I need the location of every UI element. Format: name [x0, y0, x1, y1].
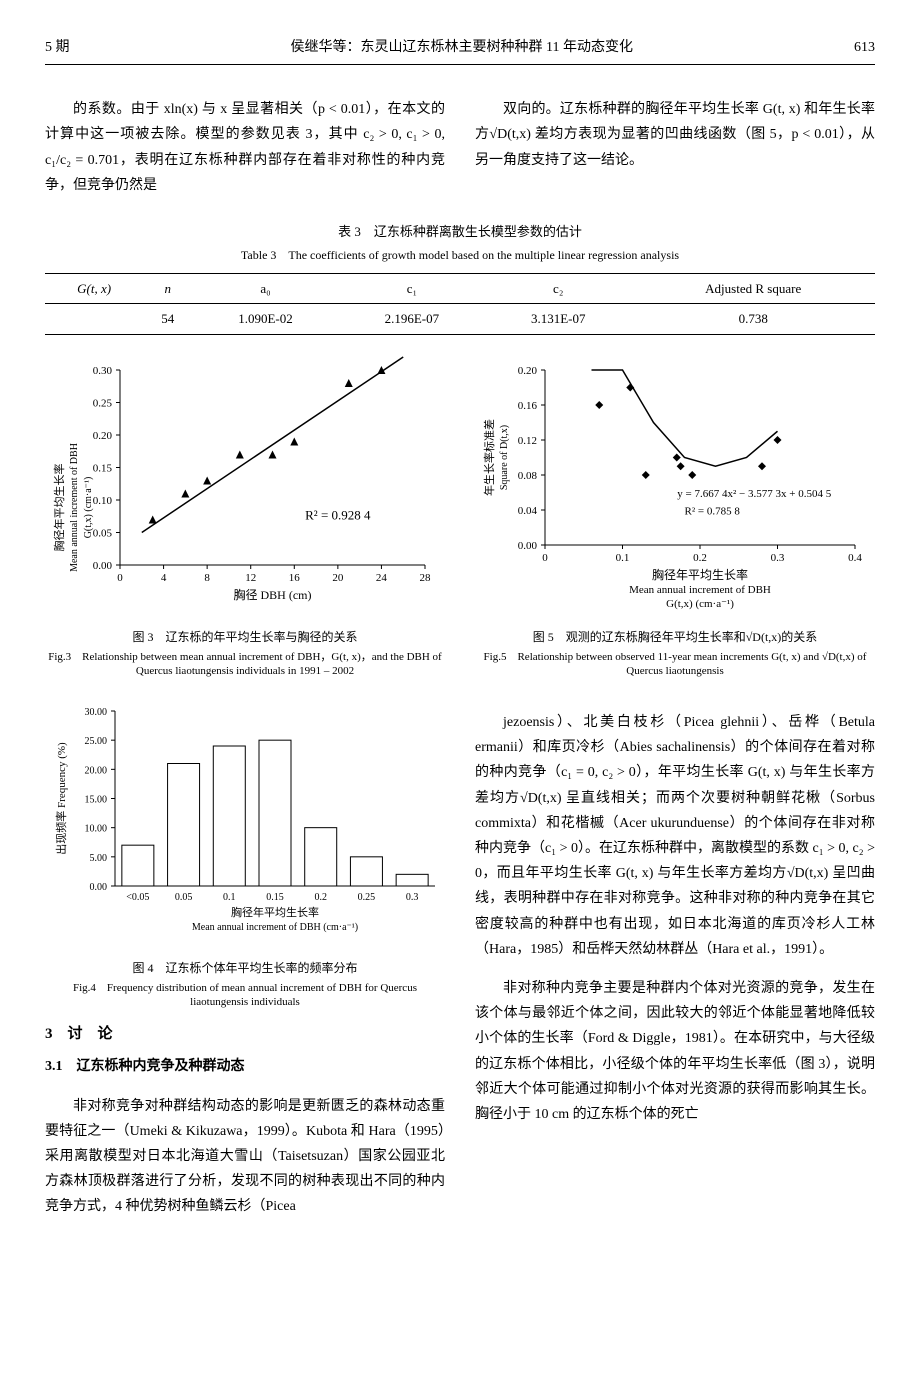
fig4-svg: 0.00 5.00 10.00 15.00 20.00 25.00 30.00 <0.05 0.…	[45, 696, 445, 956]
svg-text:0.25: 0.25	[93, 397, 113, 409]
page-header: 5 期 侯继华等：东灵山辽东栎林主要树种种群 11 年动态变化 613	[45, 35, 875, 65]
fig5-caption-en: Fig.5 Relationship between observed 11-y…	[475, 650, 875, 679]
svg-text:R² = 0.928 4: R² = 0.928 4	[305, 507, 371, 522]
svg-text:0.1: 0.1	[223, 892, 236, 903]
svg-text:0.20: 0.20	[93, 430, 113, 442]
svg-text:0.12: 0.12	[518, 435, 537, 447]
svg-text:24: 24	[376, 572, 388, 584]
fig3-caption-en: Fig.3 Relationship between mean annual i…	[45, 650, 445, 679]
p4: 非对称竞争对种群结构动态的影响是更新匮乏的森林动态重要特征之一（Umeki & …	[45, 1094, 445, 1220]
svg-text:Mean annual increment of DBH: Mean annual increment of DBH	[629, 584, 771, 596]
svg-text:G(t,x) (cm·a⁻¹): G(t,x) (cm·a⁻¹)	[666, 598, 734, 610]
svg-text:0.15: 0.15	[266, 892, 284, 903]
section-3-1: 3.1 辽东栎种内竞争及种群动态	[45, 1054, 445, 1079]
p1-left: 的系数。由于 xln(x) 与 x 呈显著相关（p < 0.01），在本文的计算…	[45, 97, 445, 198]
svg-text:0.00: 0.00	[518, 540, 538, 552]
svg-text:4: 4	[161, 572, 167, 584]
svg-text:出现频率 Frequency (%): 出现频率 Frequency (%)	[54, 742, 68, 855]
svg-text:胸径年平均生长率: 胸径年平均生长率	[52, 463, 66, 551]
svg-text:0.2: 0.2	[314, 892, 327, 903]
svg-text:R² = 0.785 8: R² = 0.785 8	[685, 505, 741, 517]
svg-text:30.00: 30.00	[85, 707, 108, 718]
fig4-caption-en: Fig.4 Frequency distribution of mean ann…	[45, 981, 445, 1010]
svg-text:0.08: 0.08	[518, 470, 538, 482]
svg-text:16: 16	[289, 572, 301, 584]
issue: 5 期	[45, 35, 70, 60]
svg-text:Square of D(t,x): Square of D(t,x)	[499, 425, 510, 490]
svg-text:0.25: 0.25	[358, 892, 376, 903]
svg-text:0: 0	[542, 552, 548, 564]
svg-text:年生长率标准差: 年生长率标准差	[482, 419, 496, 496]
svg-text:0.05: 0.05	[93, 527, 113, 539]
svg-text:25.00: 25.00	[85, 736, 108, 747]
svg-text:0.30: 0.30	[93, 365, 113, 377]
svg-text:<0.05: <0.05	[126, 892, 149, 903]
svg-text:20: 20	[332, 572, 344, 584]
svg-text:Mean annual increment of DBH (: Mean annual increment of DBH (cm·a⁻¹)	[192, 922, 358, 933]
svg-text:0.2: 0.2	[693, 552, 707, 564]
main-columns: 0.00 5.00 10.00 15.00 20.00 25.00 30.00 <0.05 0.…	[45, 696, 875, 1234]
svg-text:10.00: 10.00	[85, 824, 108, 835]
svg-text:0.4: 0.4	[848, 552, 862, 564]
svg-text:0.05: 0.05	[175, 892, 193, 903]
svg-text:0.15: 0.15	[93, 462, 113, 474]
svg-text:0.16: 0.16	[518, 400, 538, 412]
table3-caption: 表 3 辽东栎种群离散生长模型参数的估计	[45, 220, 875, 243]
svg-text:胸径年平均生长率: 胸径年平均生长率	[652, 567, 748, 582]
table-data-row: 54 1.090E-02 2.196E-07 3.131E-07 0.738	[45, 304, 875, 334]
p1-right: 双向的。辽东栎种群的胸径年平均生长率 G(t, x) 和年生长率方√D(t,x)…	[475, 97, 875, 173]
fig5-caption: 图 5 观测的辽东栎胸径年平均生长率和√D(t,x)的关系	[475, 629, 875, 646]
fig4-caption: 图 4 辽东栎个体年平均生长率的频率分布	[45, 960, 445, 977]
svg-text:0.20: 0.20	[518, 365, 538, 377]
svg-text:28: 28	[420, 572, 432, 584]
svg-text:12: 12	[245, 572, 256, 584]
svg-text:0.00: 0.00	[93, 560, 113, 572]
p3: 非对称种内竞争主要是种群内个体对光资源的竞争，发生在该个体与最邻近个体之间，因此…	[475, 976, 875, 1127]
svg-text:8: 8	[204, 572, 210, 584]
svg-text:胸径年平均生长率: 胸径年平均生长率	[231, 905, 319, 919]
fig3-caption: 图 3 辽东栎的年平均生长率与胸径的关系	[45, 629, 445, 646]
svg-text:y = 7.667 4x² − 3.577 3x + 0.5: y = 7.667 4x² − 3.577 3x + 0.504 5	[677, 488, 831, 500]
svg-text:5.00: 5.00	[90, 853, 108, 864]
fig3-svg: 0 4 8 12 16 20 24 28 0.00 0.05 0.10 0.15 0.20 0.25 0.3…	[45, 355, 445, 625]
svg-text:Mean annual increment of DBH: Mean annual increment of DBH	[69, 443, 80, 572]
intro-columns: 的系数。由于 xln(x) 与 x 呈显著相关（p < 0.01），在本文的计算…	[45, 83, 875, 212]
charts-row-1: 04812162024280.000.050.100.150.200.250.3…	[45, 355, 875, 686]
fig5-svg: 0 0.1 0.2 0.3 0.4 0.00 0.04 0.08 0.12 0.16 0.20 y =…	[475, 355, 875, 625]
svg-text:0.10: 0.10	[93, 495, 113, 507]
svg-text:0: 0	[117, 572, 123, 584]
svg-text:0.04: 0.04	[518, 505, 538, 517]
section-3: 3 讨 论	[45, 1021, 445, 1048]
running-title: 侯继华等：东灵山辽东栎林主要树种种群 11 年动态变化	[291, 35, 633, 60]
table-header-row: G(t, x) n a₀ c₁ c₂ Adjusted R square	[45, 273, 875, 303]
p2: jezoensis）、北美白枝杉（Picea glehnii）、岳桦（Betul…	[475, 710, 875, 962]
svg-text:0.00: 0.00	[90, 882, 108, 893]
figure3: 0 4 8 12 16 20 24 28 0.00 0.05 0.10 0.15 0.20 0.25 0.3…	[45, 355, 445, 686]
svg-text:0.1: 0.1	[616, 552, 630, 564]
svg-text:20.00: 20.00	[85, 765, 108, 776]
page-number: 613	[854, 35, 875, 60]
table3-caption-en: Table 3 The coefficients of growth model…	[45, 245, 875, 267]
table3: G(t, x) n a₀ c₁ c₂ Adjusted R square 54 …	[45, 273, 875, 335]
svg-text:胸径 DBH (cm): 胸径 DBH (cm)	[234, 587, 312, 602]
svg-text:15.00: 15.00	[85, 795, 108, 806]
svg-text:0.3: 0.3	[406, 892, 419, 903]
svg-text:0.3: 0.3	[771, 552, 785, 564]
figure5: 0 0.1 0.2 0.3 0.4 0.00 0.04 0.08 0.12 0.16 0.20 y =…	[475, 355, 875, 686]
svg-text:G(t,x) (cm·a⁻¹): G(t,x) (cm·a⁻¹)	[83, 476, 94, 538]
